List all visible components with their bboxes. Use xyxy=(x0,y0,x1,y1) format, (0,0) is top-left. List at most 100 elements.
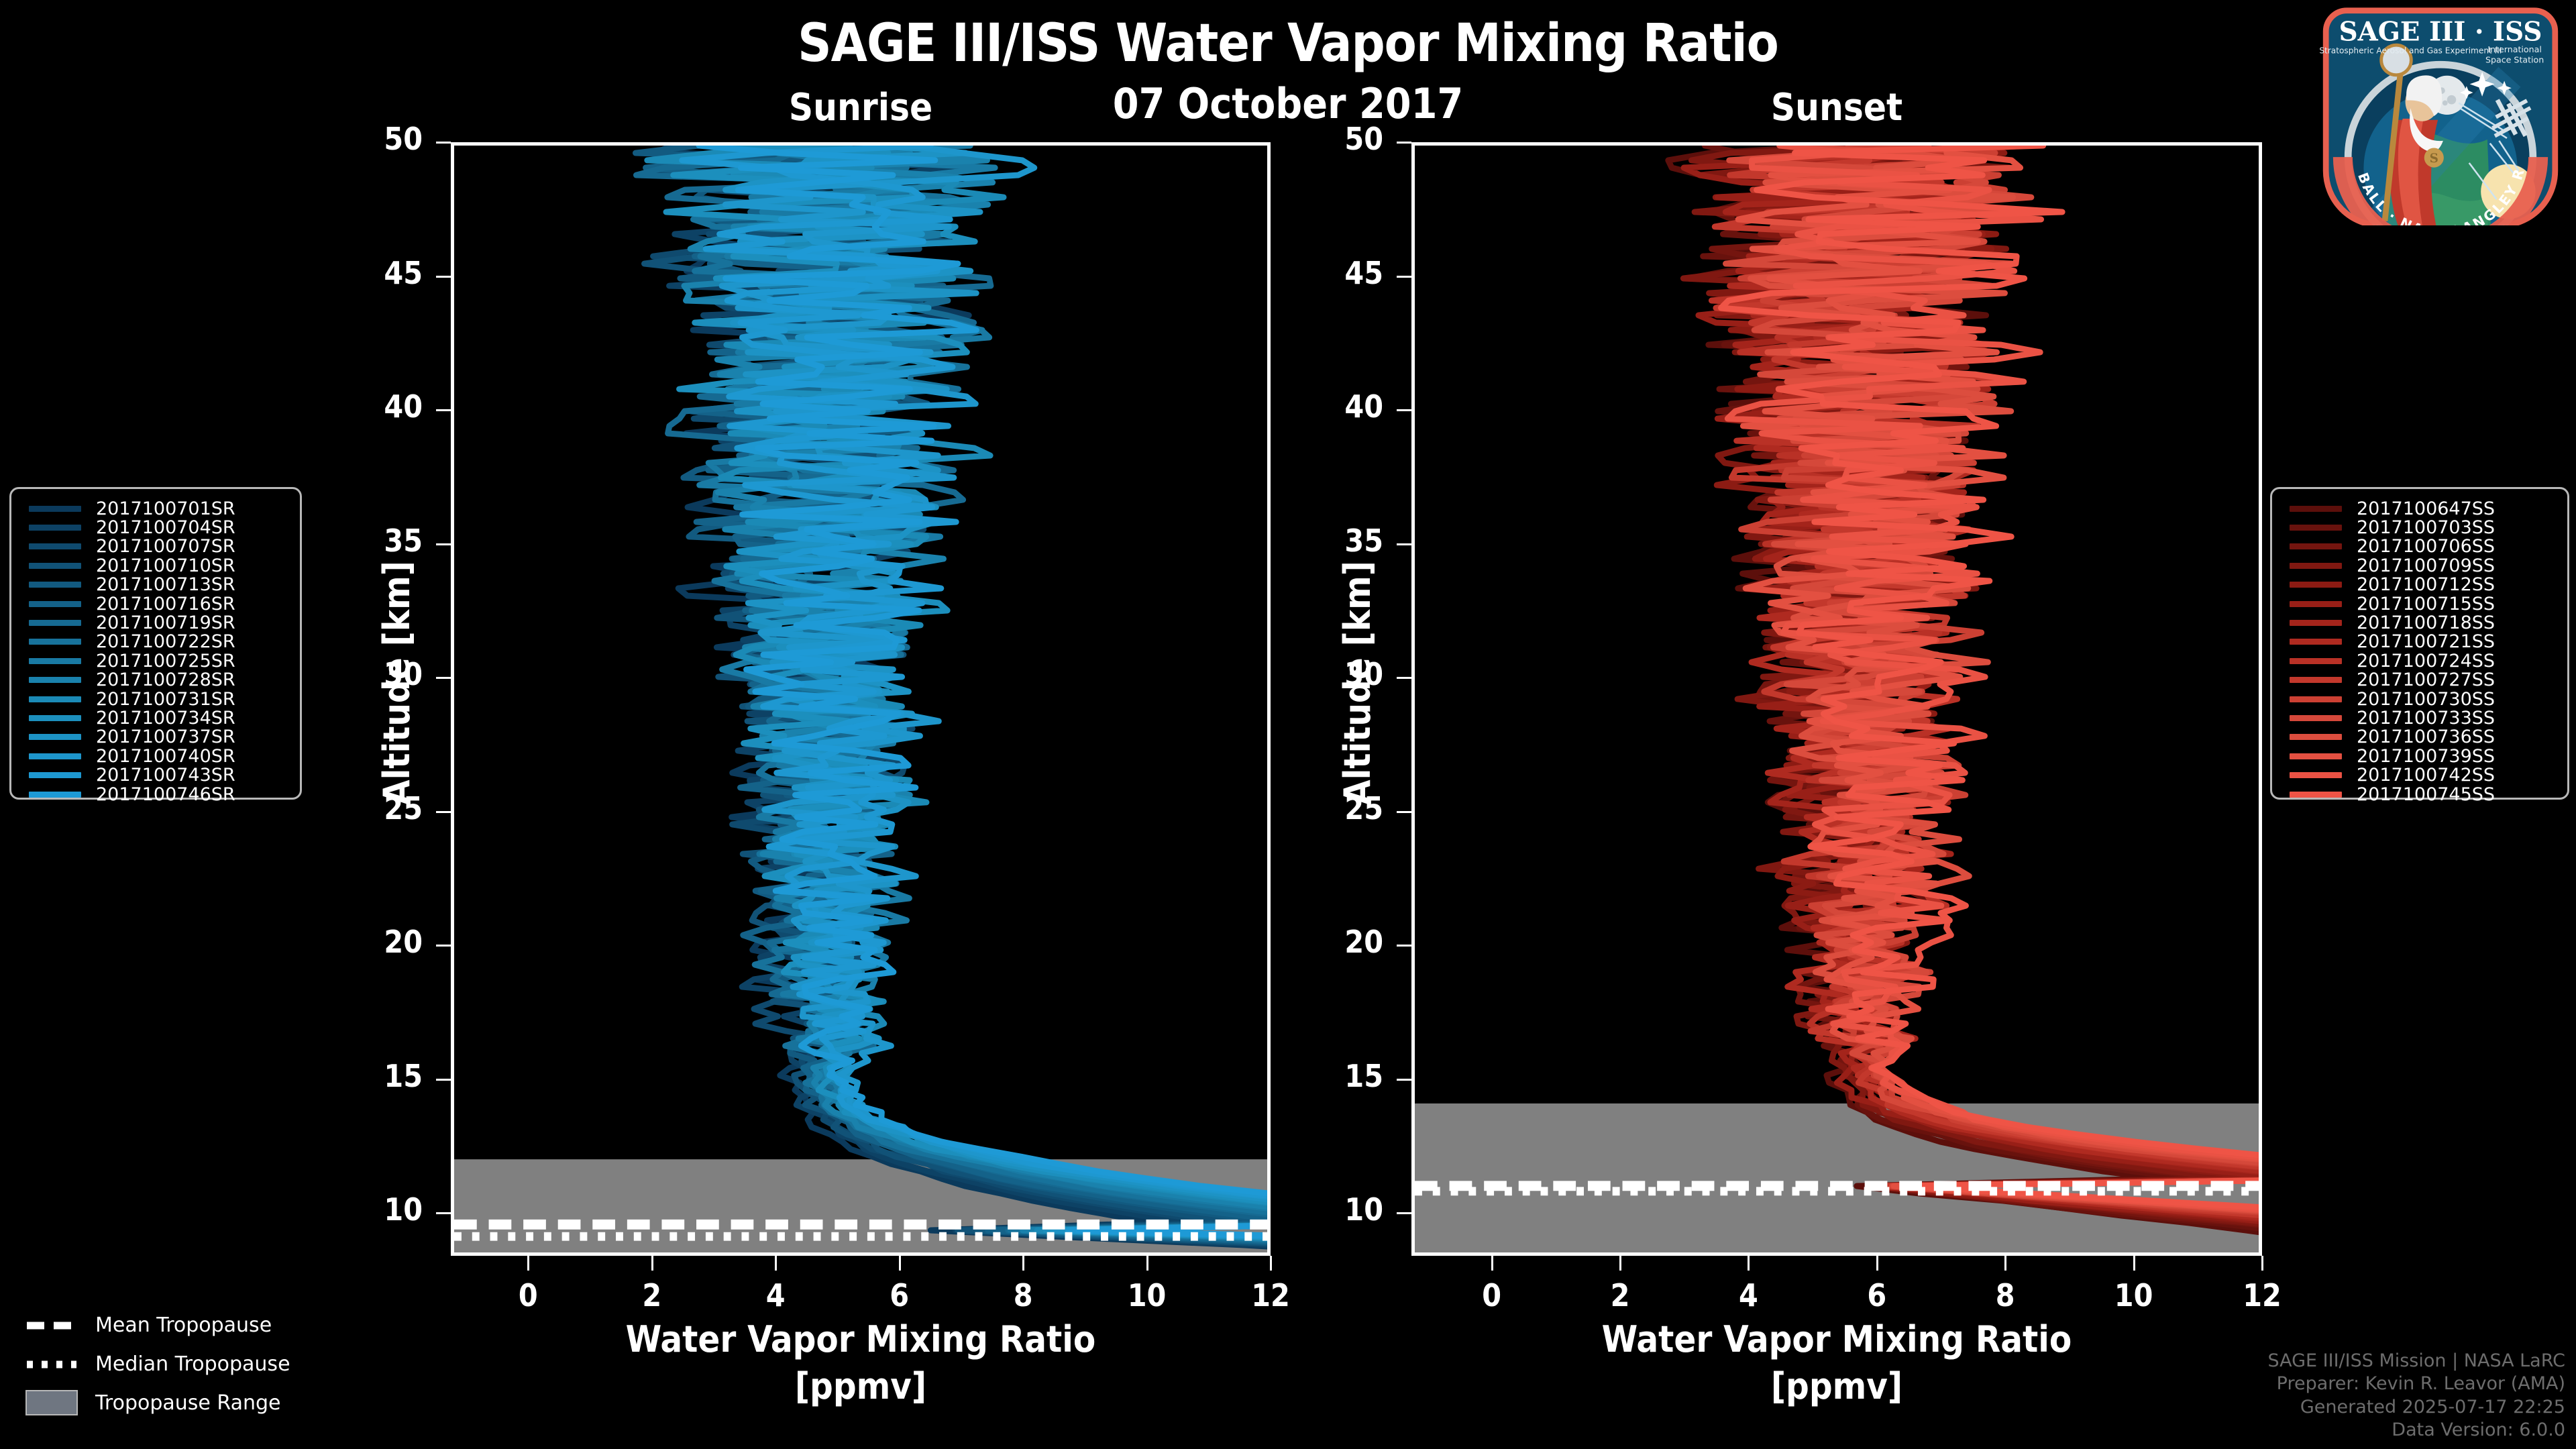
sunrise-legend-item[interactable]: 2017100713SR xyxy=(11,574,300,595)
sunset-legend-item[interactable]: 2017100730SS xyxy=(2272,689,2567,710)
sunset-legend-item[interactable]: 2017100727SS xyxy=(2272,669,2567,690)
page-title: SAGE III/ISS Water Vapor Mixing Ratio xyxy=(798,13,1779,74)
sunrise-legend-item[interactable]: 2017100740SR xyxy=(11,746,300,767)
sunrise-ytick xyxy=(436,275,451,278)
sunset-legend-item[interactable]: 2017100712SS xyxy=(2272,574,2567,595)
legend-color-swatch xyxy=(29,620,81,627)
legend-label: 2017100710SR xyxy=(96,555,235,576)
legend-label: 2017100745SS xyxy=(2357,784,2496,805)
sunrise-ytick xyxy=(436,142,451,144)
sunset-ytick xyxy=(1397,945,1411,947)
sunset-ytick-label: 40 xyxy=(1344,388,1383,425)
sunrise-legend-item[interactable]: 2017100746SR xyxy=(11,784,300,805)
legend-color-swatch xyxy=(29,734,81,741)
legend-color-swatch xyxy=(2290,600,2342,607)
sunrise-legend-item[interactable]: 2017100743SR xyxy=(11,765,300,786)
legend-color-swatch xyxy=(2290,620,2342,627)
patch-title: SAGE III · ISS xyxy=(2339,17,2542,47)
patch-subtitle-right-1: International xyxy=(2487,44,2541,54)
sunrise-legend-item[interactable]: 2017100710SR xyxy=(11,555,300,576)
sunset-ytick xyxy=(1397,142,1411,144)
sunset-legend-item[interactable]: 2017100709SS xyxy=(2272,555,2567,576)
sunset-legend-item[interactable]: 2017100706SS xyxy=(2272,536,2567,557)
sunrise-xtick-label: 2 xyxy=(642,1277,662,1313)
sunset-xtick xyxy=(2133,1256,2135,1271)
legend-item-mean-tropopause: Mean Tropopause xyxy=(16,1311,365,1338)
legend-label: 2017100724SS xyxy=(2357,650,2496,672)
legend-label: 2017100706SS xyxy=(2357,536,2496,557)
legend-color-swatch xyxy=(29,696,81,702)
sunrise-xtick xyxy=(775,1256,777,1271)
sunrise-xtick-label: 6 xyxy=(890,1277,910,1313)
sunrise-legend-item[interactable]: 2017100722SR xyxy=(11,631,300,652)
sunrise-legend-item[interactable]: 2017100737SR xyxy=(11,727,300,748)
legend-color-swatch xyxy=(2290,505,2342,512)
legend-color-swatch xyxy=(29,600,81,607)
sunset-legend-item[interactable]: 2017100742SS xyxy=(2272,765,2567,786)
sunrise-ytick xyxy=(436,1212,451,1215)
sunset-legend-item[interactable]: 2017100721SS xyxy=(2272,631,2567,652)
sunset-xaxis-title-line1: Water Vapor Mixing Ratio xyxy=(1601,1318,2072,1360)
sunset-ytick xyxy=(1397,409,1411,412)
sunrise-xtick xyxy=(1022,1256,1025,1271)
patch-subtitle-right-2: Space Station xyxy=(2485,54,2544,64)
sunrise-ytick-label: 10 xyxy=(384,1191,423,1228)
sunrise-ytick-label: 20 xyxy=(384,924,423,961)
sunrise-ytick-label: 25 xyxy=(384,790,423,826)
sunset-legend-item[interactable]: 2017100739SS xyxy=(2272,746,2567,767)
sunset-ytick-label: 35 xyxy=(1344,522,1383,559)
sunset-panel-heading: Sunset xyxy=(1770,86,1903,129)
sunset-legend-item[interactable]: 2017100733SS xyxy=(2272,708,2567,729)
sunset-ytick-label: 20 xyxy=(1344,924,1383,961)
legend-label: Mean Tropopause xyxy=(95,1313,272,1337)
legend-color-swatch xyxy=(2290,734,2342,741)
sunset-legend-item[interactable]: 2017100745SS xyxy=(2272,784,2567,805)
legend-color-swatch xyxy=(29,772,81,779)
legend-label: 2017100709SS xyxy=(2357,555,2496,576)
sunrise-ytick-label: 50 xyxy=(384,121,423,157)
dashed-line-icon xyxy=(25,1320,78,1330)
sunrise-legend-item[interactable]: 2017100719SR xyxy=(11,612,300,633)
legend-label: 2017100731SR xyxy=(96,688,235,710)
legend-color-swatch xyxy=(29,505,81,512)
sunset-xtick xyxy=(1491,1256,1493,1271)
sunset-xtick-label: 2 xyxy=(1610,1277,1630,1313)
sunrise-legend-item[interactable]: 2017100701SR xyxy=(11,498,300,519)
sunset-ytick xyxy=(1397,275,1411,278)
legend-color-swatch xyxy=(29,562,81,569)
sunrise-legend-item[interactable]: 2017100725SR xyxy=(11,650,300,672)
sunrise-legend-item[interactable]: 2017100716SR xyxy=(11,593,300,614)
sunrise-ytick xyxy=(436,677,451,680)
sunrise-xtick xyxy=(651,1256,653,1271)
legend-color-swatch xyxy=(2290,753,2342,759)
legend-label: 2017100701SR xyxy=(96,498,235,519)
sunrise-ytick-label: 45 xyxy=(384,254,423,291)
sunset-legend-item[interactable]: 2017100736SS xyxy=(2272,727,2567,747)
legend-label: 2017100737SR xyxy=(96,727,235,748)
sunset-ytick-label: 50 xyxy=(1344,121,1383,157)
sunset-legend-item[interactable]: 2017100718SS xyxy=(2272,612,2567,634)
legend-label: 2017100725SR xyxy=(96,650,235,672)
sunrise-legend-item[interactable]: 2017100707SR xyxy=(11,536,300,557)
sunrise-ytick-label: 30 xyxy=(384,656,423,693)
sunrise-legend-item[interactable]: 2017100704SR xyxy=(11,517,300,538)
sunset-legend-item[interactable]: 2017100724SS xyxy=(2272,650,2567,672)
sunset-ytick-label: 15 xyxy=(1344,1057,1383,1094)
sunset-xtick-label: 6 xyxy=(1867,1277,1887,1313)
sunset-legend-item[interactable]: 2017100715SS xyxy=(2272,594,2567,614)
sunrise-legend-item[interactable]: 2017100731SR xyxy=(11,688,300,710)
sunset-ytick-label: 10 xyxy=(1344,1191,1383,1228)
legend-label: 2017100733SS xyxy=(2357,708,2496,729)
legend-label: 2017100718SS xyxy=(2357,612,2496,634)
legend-label: 2017100716SR xyxy=(96,593,235,614)
legend-color-swatch xyxy=(2290,696,2342,702)
sunset-xtick-label: 8 xyxy=(1995,1277,2015,1313)
sunset-xtick-label: 4 xyxy=(1739,1277,1758,1313)
sunrise-legend-item[interactable]: 2017100734SR xyxy=(11,708,300,729)
sunset-legend-item[interactable]: 2017100703SS xyxy=(2272,517,2567,538)
sunset-legend-item[interactable]: 2017100647SS xyxy=(2272,498,2567,519)
sunrise-panel-heading: Sunrise xyxy=(788,86,933,129)
date-subtitle: 07 October 2017 xyxy=(1112,79,1464,128)
sunset-ytick xyxy=(1397,1212,1411,1215)
sunrise-legend-item[interactable]: 2017100728SR xyxy=(11,669,300,690)
